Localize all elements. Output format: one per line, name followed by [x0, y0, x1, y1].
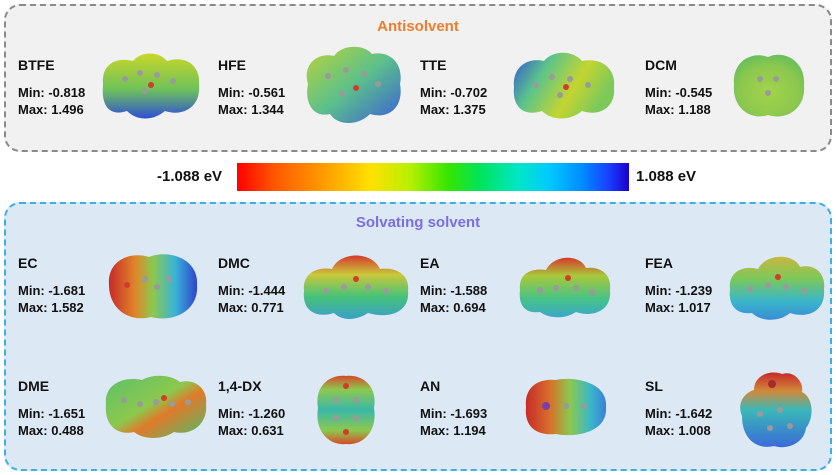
esp-surface-hfe: [306, 46, 401, 123]
min-value: Min: -1.642: [645, 406, 713, 421]
max-value: Max: 1.582: [18, 300, 84, 315]
min-value: Min: -0.561: [218, 85, 286, 100]
molecule-values-fea: Min: -1.239 Max: 1.017: [645, 282, 712, 316]
esp-surface-dcm: [733, 54, 805, 117]
max-value: Max: 0.631: [218, 423, 284, 438]
molecule-values-hfe: Min: -0.561 Max: 1.344: [218, 84, 285, 118]
min-value: Min: -0.818: [18, 85, 86, 100]
esp-surface-ec: [108, 254, 198, 319]
solvating-solvent-title: Solvating solvent: [355, 214, 481, 231]
esp-surface-btfe: [102, 53, 200, 119]
molecule-values-ec: Min: -1.681 Max: 1.582: [18, 282, 85, 316]
molecule-name-ea: EA: [420, 255, 440, 271]
molecule-values-dme: Min: -1.651 Max: 0.488: [18, 405, 85, 439]
molecule-name-ec: EC: [18, 255, 38, 271]
molecule-name-btfe: BTFE: [18, 57, 55, 73]
max-value: Max: 1.008: [645, 423, 711, 438]
color-scale-max-label: 1.088 eV: [636, 168, 697, 185]
min-value: Min: -1.239: [645, 283, 713, 298]
esp-surface-an: [525, 378, 607, 436]
molecule-values-1-4-dx: Min: -1.260 Max: 0.631: [218, 405, 285, 439]
color-scale-bar: [237, 163, 629, 191]
molecule-name-sl: SL: [645, 378, 663, 394]
max-value: Max: 0.771: [218, 300, 284, 315]
min-value: Min: -0.702: [420, 85, 488, 100]
molecule-name-dmc: DMC: [218, 255, 250, 271]
max-value: Max: 1.188: [645, 102, 711, 117]
max-value: Max: 1.017: [645, 300, 711, 315]
min-value: Min: -1.651: [18, 406, 86, 421]
max-value: Max: 1.375: [420, 102, 486, 117]
min-value: Min: -0.545: [645, 85, 713, 100]
molecule-name-an: AN: [420, 378, 441, 394]
min-value: Min: -1.260: [218, 406, 286, 421]
esp-surface-fea: [729, 256, 825, 320]
molecule-name-fea: FEA: [645, 255, 673, 271]
max-value: Max: 0.694: [420, 300, 486, 315]
esp-surface-dmc: [303, 255, 409, 319]
max-value: Max: 0.488: [18, 423, 84, 438]
max-value: Max: 1.194: [420, 423, 486, 438]
color-scale-min-label: -1.088 eV: [157, 168, 223, 185]
min-value: Min: -1.588: [420, 283, 488, 298]
molecule-values-sl: Min: -1.642 Max: 1.008: [645, 405, 712, 439]
molecule-name-dcm: DCM: [645, 57, 677, 73]
esp-surface-1-4-dx: [317, 375, 375, 445]
max-value: Max: 1.496: [18, 102, 84, 117]
esp-surface-tte: [513, 52, 615, 119]
molecule-values-an: Min: -1.693 Max: 1.194: [420, 405, 487, 439]
esp-surface-dme: [105, 375, 207, 438]
esp-surface-ea: [519, 257, 611, 318]
antisolvent-title: Antisolvent: [377, 18, 459, 35]
esp-surface-sl: [740, 372, 812, 448]
molecule-name-dme: DME: [18, 378, 50, 394]
min-value: Min: -1.693: [420, 406, 488, 421]
molecule-name-hfe: HFE: [218, 57, 246, 73]
molecule-values-tte: Min: -0.702 Max: 1.375: [420, 84, 487, 118]
molecule-values-dcm: Min: -0.545 Max: 1.188: [645, 84, 712, 118]
molecule-name-1-4-dx: 1,4-DX: [218, 378, 262, 394]
molecule-name-tte: TTE: [420, 57, 447, 73]
min-value: Min: -1.444: [218, 283, 286, 298]
color-scale: -1.088 eV 1.088 eV: [0, 163, 836, 193]
molecule-values-btfe: Min: -0.818 Max: 1.496: [18, 84, 85, 118]
min-value: Min: -1.681: [18, 283, 86, 298]
molecule-values-ea: Min: -1.588 Max: 0.694: [420, 282, 487, 316]
molecule-values-dmc: Min: -1.444 Max: 0.771: [218, 282, 285, 316]
max-value: Max: 1.344: [218, 102, 284, 117]
